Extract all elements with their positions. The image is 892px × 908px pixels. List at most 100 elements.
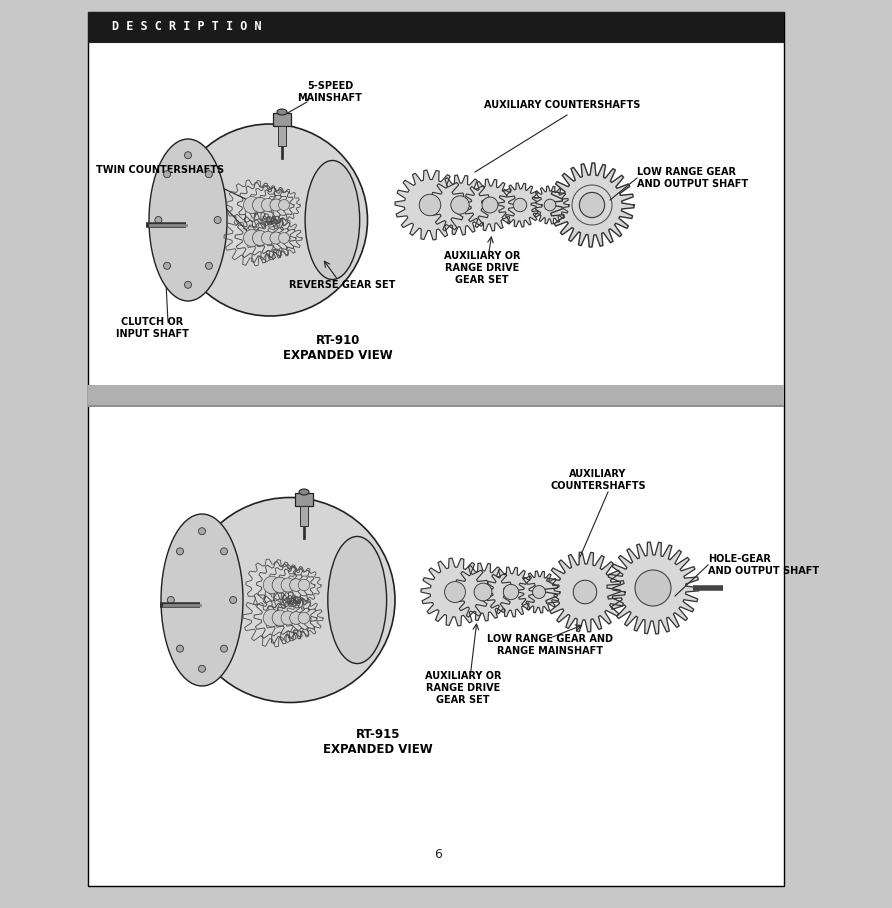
Polygon shape: [395, 170, 465, 240]
Circle shape: [298, 612, 310, 624]
Circle shape: [270, 199, 282, 211]
Polygon shape: [454, 563, 512, 621]
Polygon shape: [256, 218, 296, 258]
Circle shape: [290, 578, 302, 591]
Ellipse shape: [161, 514, 243, 686]
Circle shape: [475, 583, 491, 601]
Polygon shape: [430, 175, 490, 235]
Circle shape: [185, 281, 192, 289]
Circle shape: [482, 197, 498, 213]
Polygon shape: [248, 185, 288, 224]
Circle shape: [278, 232, 289, 243]
Polygon shape: [243, 589, 301, 646]
Circle shape: [168, 597, 174, 604]
Polygon shape: [550, 163, 634, 247]
Circle shape: [272, 577, 288, 593]
Bar: [273, 113, 291, 126]
Polygon shape: [277, 567, 315, 604]
Text: LOW RANGE GEAR
AND OUTPUT SHAFT: LOW RANGE GEAR AND OUTPUT SHAFT: [637, 167, 748, 189]
Text: RT-910
EXPANDED VIEW: RT-910 EXPANDED VIEW: [283, 334, 392, 362]
Text: AUXILIARY OR
RANGE DRIVE
GEAR SET: AUXILIARY OR RANGE DRIVE GEAR SET: [443, 252, 520, 284]
Circle shape: [220, 548, 227, 555]
Bar: [88, 12, 784, 886]
Polygon shape: [531, 186, 569, 224]
Circle shape: [640, 574, 667, 602]
Circle shape: [544, 199, 556, 211]
Polygon shape: [607, 542, 699, 634]
Circle shape: [261, 198, 275, 212]
Circle shape: [513, 198, 527, 212]
Bar: [88, 12, 784, 42]
Circle shape: [163, 262, 170, 270]
Circle shape: [419, 194, 441, 216]
Circle shape: [214, 216, 221, 223]
Polygon shape: [257, 562, 303, 608]
Circle shape: [220, 646, 227, 652]
Polygon shape: [266, 220, 302, 256]
Circle shape: [281, 578, 295, 592]
Polygon shape: [258, 187, 294, 222]
Polygon shape: [518, 571, 560, 613]
Bar: [300, 506, 308, 526]
Text: 5-SPEED
MAINSHAFT: 5-SPEED MAINSHAFT: [298, 81, 362, 103]
Bar: [295, 493, 313, 506]
Text: AUXILIARY
COUNTERSHAFTS: AUXILIARY COUNTERSHAFTS: [550, 469, 646, 491]
Text: RT-915
EXPANDED VIEW: RT-915 EXPANDED VIEW: [323, 728, 433, 756]
Polygon shape: [464, 179, 516, 231]
Circle shape: [290, 612, 302, 625]
Ellipse shape: [299, 489, 309, 495]
Circle shape: [177, 548, 184, 555]
Polygon shape: [545, 552, 625, 632]
Text: REVERSE GEAR SET: REVERSE GEAR SET: [289, 280, 395, 290]
Circle shape: [244, 196, 260, 213]
Ellipse shape: [277, 109, 287, 115]
Ellipse shape: [327, 537, 386, 664]
Ellipse shape: [172, 124, 368, 316]
Ellipse shape: [149, 139, 227, 301]
Circle shape: [261, 232, 275, 244]
Circle shape: [252, 231, 268, 245]
Circle shape: [272, 610, 288, 626]
Text: HOLE-GEAR
AND OUTPUT SHAFT: HOLE-GEAR AND OUTPUT SHAFT: [708, 554, 819, 576]
Circle shape: [580, 192, 605, 218]
Text: D E S C R I P T I O N: D E S C R I P T I O N: [112, 21, 261, 34]
Circle shape: [252, 197, 268, 212]
Circle shape: [155, 216, 161, 223]
Polygon shape: [287, 568, 321, 602]
Circle shape: [244, 230, 260, 246]
Polygon shape: [254, 592, 306, 644]
Polygon shape: [265, 595, 311, 641]
Bar: [88, 385, 784, 405]
Polygon shape: [227, 180, 277, 230]
Circle shape: [185, 152, 192, 159]
Text: TWIN COUNTERSHAFTS: TWIN COUNTERSHAFTS: [96, 165, 224, 175]
Polygon shape: [268, 565, 309, 606]
Circle shape: [574, 580, 597, 604]
Polygon shape: [224, 210, 280, 266]
Circle shape: [205, 262, 212, 270]
Circle shape: [205, 171, 212, 178]
Circle shape: [263, 609, 281, 627]
Text: AUXILIARY COUNTERSHAFTS: AUXILIARY COUNTERSHAFTS: [483, 100, 640, 110]
Circle shape: [450, 196, 469, 214]
Polygon shape: [421, 558, 489, 626]
Polygon shape: [235, 213, 285, 262]
Circle shape: [635, 570, 671, 606]
Polygon shape: [246, 216, 290, 260]
Circle shape: [199, 666, 205, 672]
Circle shape: [270, 232, 282, 244]
Bar: [278, 126, 286, 146]
Polygon shape: [237, 183, 283, 227]
Ellipse shape: [185, 498, 395, 703]
Ellipse shape: [305, 161, 359, 280]
Circle shape: [229, 597, 236, 604]
Circle shape: [163, 171, 170, 178]
Polygon shape: [498, 183, 542, 227]
Circle shape: [177, 646, 184, 652]
Text: LOW RANGE GEAR AND
RANGE MAINSHAFT: LOW RANGE GEAR AND RANGE MAINSHAFT: [487, 634, 613, 656]
Polygon shape: [275, 597, 317, 639]
Circle shape: [444, 582, 466, 602]
Circle shape: [263, 577, 281, 594]
Polygon shape: [486, 568, 536, 617]
Circle shape: [298, 579, 310, 591]
